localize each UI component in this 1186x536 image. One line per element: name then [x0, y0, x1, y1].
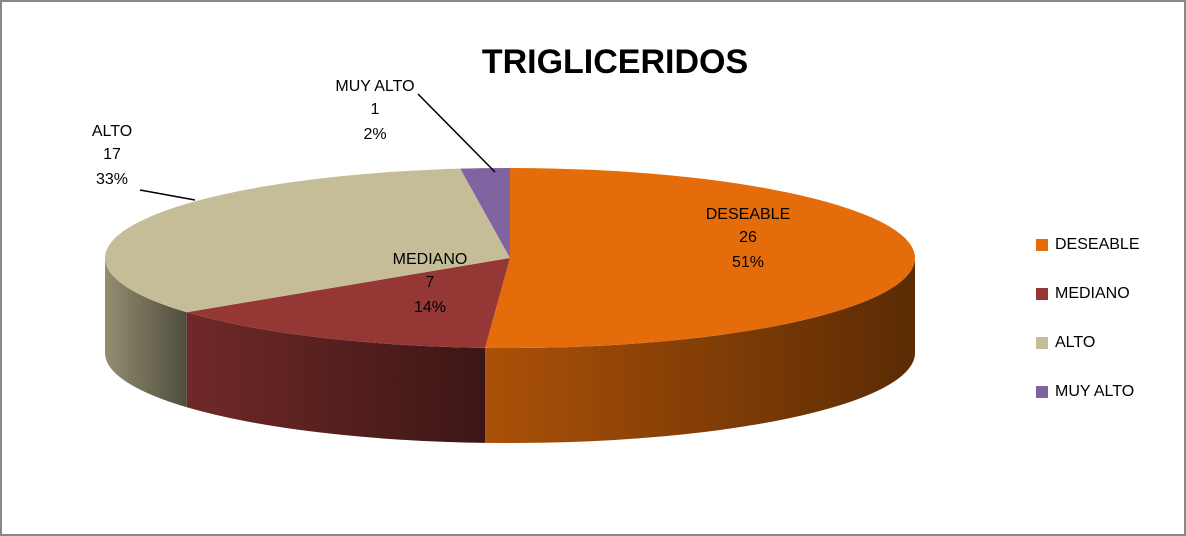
legend-label: MUY ALTO [1055, 383, 1134, 400]
leader-line [417, 93, 496, 173]
data-label-value: 1 [371, 101, 380, 118]
data-label-name: MUY ALTO [335, 78, 414, 95]
leader-line [139, 189, 196, 201]
data-label-name: ALTO [92, 123, 132, 140]
slice [186, 258, 510, 348]
slice [485, 168, 916, 348]
legend-swatch [1036, 386, 1048, 398]
slice [460, 168, 510, 258]
slice-side [485, 258, 915, 443]
slice-side [186, 312, 486, 443]
data-label-percent: 2% [363, 126, 386, 143]
labels: DESEABLE 26 51% DESEABLE MEDIANO 7 14% MEDIANO A… [92, 78, 1140, 400]
legend-swatch [1036, 288, 1048, 300]
data-label-percent: 14% [414, 299, 446, 316]
data-label-percent: 33% [96, 171, 128, 188]
legend-swatch [1036, 337, 1048, 349]
data-label-name: DESEABLE [706, 206, 790, 223]
data-label-value: 26 [739, 229, 757, 246]
slice-side [105, 258, 187, 408]
slice [105, 168, 511, 313]
legend-label: MEDIANO [1055, 285, 1130, 302]
legend-label: ALTO [1055, 334, 1095, 351]
chart-title: TRIGLICERIDOS [482, 43, 748, 81]
data-label-name: MEDIANO [393, 251, 468, 268]
data-label-percent: 51% [732, 254, 764, 271]
legend-swatch [1036, 239, 1048, 251]
legend-label: DESEABLE [1055, 236, 1139, 253]
data-label-value: 17 [103, 146, 121, 163]
pie [105, 168, 916, 443]
data-label-value: 7 [426, 274, 435, 291]
